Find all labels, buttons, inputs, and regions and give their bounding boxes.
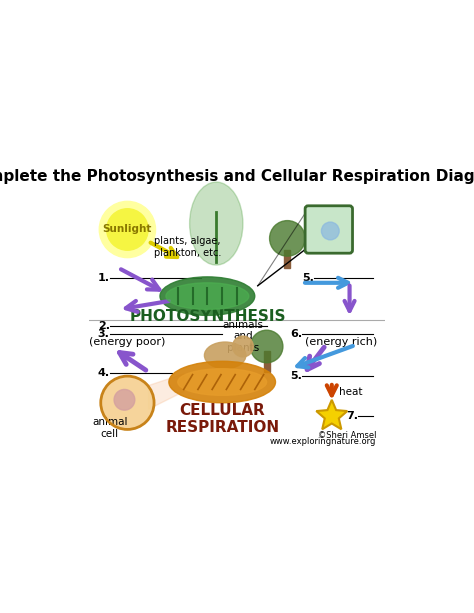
Circle shape [270, 221, 305, 256]
Text: Complete the Photosynthesis and Cellular Respiration Diagram: Complete the Photosynthesis and Cellular… [0, 169, 474, 184]
Text: 7.: 7. [346, 411, 359, 421]
Text: 5.: 5. [302, 273, 314, 283]
Text: (energy rich): (energy rich) [304, 337, 377, 347]
Text: Sunlight: Sunlight [103, 224, 152, 235]
Text: plants, algae,
plankton, etc.: plants, algae, plankton, etc. [154, 237, 221, 258]
Text: www.exploringnature.org: www.exploringnature.org [270, 437, 376, 446]
Circle shape [233, 336, 253, 357]
Circle shape [99, 201, 155, 257]
Ellipse shape [169, 361, 275, 403]
Bar [264, 351, 270, 371]
Text: 5.: 5. [290, 371, 302, 381]
Ellipse shape [190, 182, 243, 265]
Text: PHOTOSYNTHESIS: PHOTOSYNTHESIS [129, 310, 286, 324]
Text: animal
cell: animal cell [92, 417, 128, 439]
Circle shape [101, 376, 154, 430]
Ellipse shape [178, 368, 266, 395]
Bar [284, 250, 290, 268]
Text: 6.: 6. [290, 329, 302, 339]
Circle shape [114, 389, 135, 410]
Circle shape [107, 209, 148, 250]
Circle shape [250, 330, 283, 363]
Circle shape [321, 222, 339, 240]
Text: 3.: 3. [98, 329, 109, 339]
Text: 4.: 4. [98, 368, 110, 378]
Ellipse shape [166, 283, 249, 310]
Text: CELLULAR
RESPIRATION: CELLULAR RESPIRATION [165, 403, 279, 435]
Text: heat: heat [339, 387, 363, 397]
FancyBboxPatch shape [305, 206, 353, 253]
Text: 2.: 2. [98, 321, 110, 331]
Text: 1.: 1. [98, 273, 110, 283]
Ellipse shape [160, 277, 255, 315]
Text: animals
and
plants: animals and plants [222, 319, 264, 352]
Text: ©Sheri Amsel: ©Sheri Amsel [318, 431, 376, 440]
Ellipse shape [204, 342, 246, 368]
Polygon shape [316, 400, 347, 429]
Text: (energy poor): (energy poor) [89, 337, 165, 347]
